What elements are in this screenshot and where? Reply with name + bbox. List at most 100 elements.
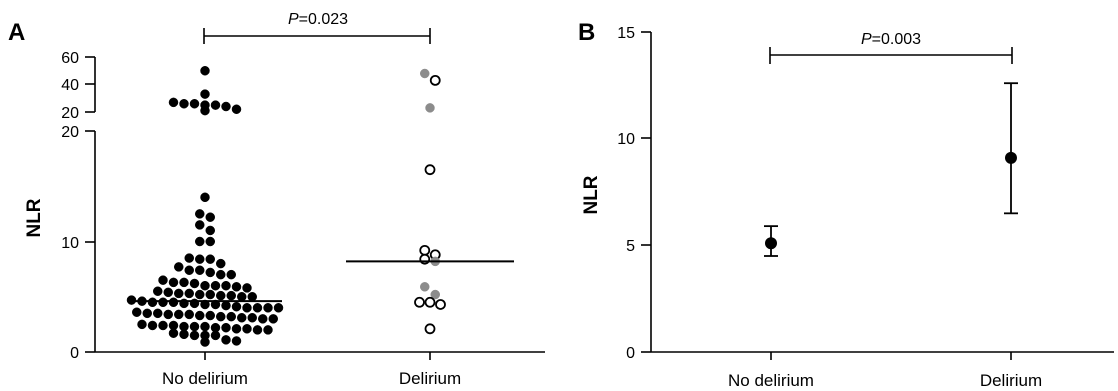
panel-a-data-point (189, 99, 200, 109)
panel-a-data-point (210, 100, 221, 110)
panel-a-data-point (231, 282, 242, 292)
panel-a-data-point (273, 303, 284, 313)
panel-a-y-axis-label: NLR (24, 198, 45, 237)
panel-a-data-point (205, 236, 215, 247)
panel-a-ytick-label-20-lower: 20 (61, 124, 79, 141)
panel-a-data-point (226, 311, 236, 322)
panel-a-data-point (195, 265, 205, 275)
panel-a-data-point (189, 278, 200, 289)
panel-a-data-point (242, 283, 252, 293)
panel-a-data-point (210, 280, 221, 291)
panel-b-mean-point (1005, 151, 1017, 164)
panel-a-data-point (216, 269, 226, 280)
panel-a-data-point (414, 296, 425, 308)
panel-a-data-point (420, 68, 430, 79)
panel-a-data-point (163, 309, 173, 320)
panel-a-data-point (158, 275, 168, 285)
panel-a-data-point (419, 244, 431, 256)
panel-a-data-point (216, 258, 226, 269)
panel-a-data-point (205, 310, 215, 321)
panel-a-data-point (184, 265, 194, 275)
panel-a-data-point (242, 303, 252, 313)
panel-a-data-point (168, 277, 179, 288)
panel-a-data-point (429, 74, 441, 86)
panel-a-xtick-label-no-delirium: No delirium (162, 369, 248, 388)
panel-a-data-point (263, 325, 273, 335)
panel-a-data-point (184, 309, 194, 320)
panel-b-xtick-label-no-delirium: No delirium (728, 371, 814, 390)
panel-a-data-point (200, 66, 210, 76)
panel-b-p-number: =0.003 (872, 31, 921, 48)
panel-a-data-point (247, 312, 257, 323)
panel-a-ytick-label-40: 40 (61, 77, 79, 94)
panel-a-data-point (153, 308, 163, 319)
panel-a-data-point (200, 337, 210, 347)
panel-a-data-point (430, 289, 440, 300)
panel-a-data-point (200, 280, 210, 291)
panel-b-label: B (578, 19, 595, 46)
panel-a-data-point (435, 299, 446, 310)
panel-a-data-point (205, 212, 215, 222)
panel-b-chart: B 0 5 10 15 NLR No delirium Delirium P=0… (578, 19, 1114, 390)
panel-a-data-point (174, 262, 184, 272)
panel-a-data-point (200, 105, 210, 116)
panel-a-data-point (242, 324, 252, 334)
panel-a-ytick-label-60: 60 (61, 50, 79, 67)
panel-a-data-point (147, 297, 158, 308)
panel-a-data-point (142, 308, 152, 319)
panel-a-data-point (200, 321, 210, 332)
panel-a-data-point (200, 299, 210, 310)
panel-a-data-point (147, 320, 158, 331)
panel-b-mean-point (765, 237, 777, 250)
panel-a-data-point (195, 254, 205, 264)
panel-a-data-point (252, 325, 263, 335)
panel-a-data-point (179, 99, 189, 109)
panel-a-data-point (184, 253, 194, 263)
panel-a-data-point (424, 323, 436, 335)
panel-a-data-point (231, 324, 242, 334)
panel-a-data-point (158, 320, 168, 331)
panel-a-xtick-label-delirium: Delirium (399, 369, 461, 388)
panel-a-data-point (153, 286, 163, 296)
panel-a-data-point (210, 299, 221, 310)
panel-a-data-point (216, 290, 226, 301)
panel-a-data-point (200, 192, 210, 203)
panel-b-xtick-label-delirium: Delirium (980, 371, 1042, 390)
panel-a-p-symbol: P (288, 11, 299, 28)
panel-a-data-point (268, 314, 278, 324)
panel-a-ytick-label-0: 0 (70, 345, 79, 362)
panel-a-data-point (195, 289, 205, 300)
panel-a-data-point (200, 89, 210, 99)
panel-a-p-value: P=0.023 (288, 11, 348, 28)
panel-b-ytick-label-0: 0 (626, 345, 635, 362)
panel-a-data-point (237, 292, 247, 302)
panel-b-y-axis-label: NLR (581, 175, 602, 214)
panel-a-data-point (195, 310, 205, 321)
panel-a-data-point (247, 292, 257, 302)
panel-a-data-point (174, 288, 184, 299)
panel-a-data-point (126, 295, 137, 305)
panel-a-data-point (420, 282, 430, 292)
panel-a-data-point (237, 312, 247, 323)
panel-a-chart: A 0 10 20 20 40 60 NLR No delirium Delir… (8, 11, 545, 388)
panel-a-data-point (179, 329, 189, 340)
panel-b-ytick-label-5: 5 (626, 238, 635, 255)
panel-a-data-point (424, 296, 436, 308)
panel-a-ytick-label-10: 10 (61, 235, 79, 252)
panel-a-data-points (126, 66, 514, 347)
panel-a-label: A (8, 19, 25, 46)
panel-a-data-point (231, 336, 242, 346)
panel-a-p-number: =0.023 (299, 11, 348, 28)
panel-b-error-bars (764, 82, 1018, 257)
panel-a-data-point (424, 164, 436, 176)
panel-a-data-point (158, 297, 168, 308)
panel-a-data-point (189, 321, 200, 332)
panel-a-data-point (195, 236, 205, 247)
panel-a-data-point (195, 209, 205, 219)
panel-b-p-symbol: P (861, 31, 872, 48)
panel-a-data-point (168, 328, 179, 338)
panel-b-p-value: P=0.003 (861, 31, 921, 48)
panel-a-data-point (216, 311, 226, 322)
panel-a-data-point (231, 301, 242, 312)
